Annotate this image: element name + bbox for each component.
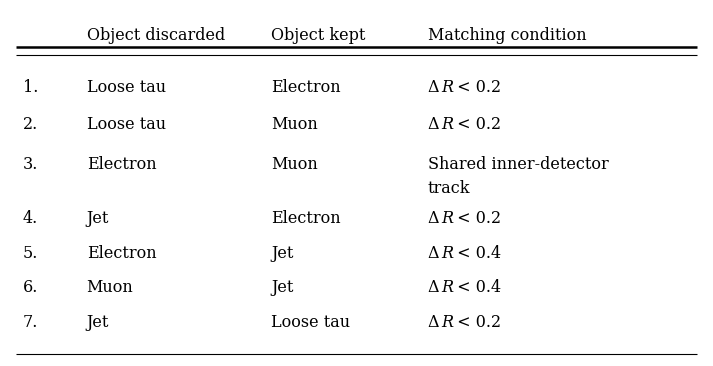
Text: R: R — [441, 314, 453, 331]
Text: Δ: Δ — [428, 245, 439, 262]
Text: Electron: Electron — [271, 210, 341, 227]
Text: Jet: Jet — [86, 314, 109, 331]
Text: < 0.2: < 0.2 — [452, 116, 501, 133]
Text: < 0.2: < 0.2 — [452, 210, 501, 227]
Text: Δ: Δ — [428, 79, 439, 97]
Text: 5.: 5. — [23, 245, 38, 262]
Text: Shared inner-detector: Shared inner-detector — [428, 156, 608, 173]
Text: Jet: Jet — [86, 210, 109, 227]
Text: 3.: 3. — [23, 156, 38, 173]
Text: Δ: Δ — [428, 279, 439, 296]
Text: Jet: Jet — [271, 245, 294, 262]
Text: Loose tau: Loose tau — [271, 314, 350, 331]
Text: Loose tau: Loose tau — [86, 116, 165, 133]
Text: Muon: Muon — [86, 279, 133, 296]
Text: 4.: 4. — [23, 210, 38, 227]
Text: Δ: Δ — [428, 314, 439, 331]
Text: R: R — [441, 279, 453, 296]
Text: Object discarded: Object discarded — [86, 27, 225, 44]
Text: track: track — [428, 180, 470, 198]
Text: Loose tau: Loose tau — [86, 79, 165, 97]
Text: < 0.2: < 0.2 — [452, 79, 501, 97]
Text: R: R — [441, 210, 453, 227]
Text: Muon: Muon — [271, 156, 318, 173]
Text: Electron: Electron — [86, 156, 156, 173]
Text: Matching condition: Matching condition — [428, 27, 586, 44]
Text: Electron: Electron — [86, 245, 156, 262]
Text: Jet: Jet — [271, 279, 294, 296]
Text: 6.: 6. — [23, 279, 38, 296]
Text: Object kept: Object kept — [271, 27, 366, 44]
Text: Δ: Δ — [428, 210, 439, 227]
Text: 1.: 1. — [23, 79, 38, 97]
Text: < 0.2: < 0.2 — [452, 314, 501, 331]
Text: 2.: 2. — [23, 116, 38, 133]
Text: R: R — [441, 245, 453, 262]
Text: < 0.4: < 0.4 — [452, 245, 501, 262]
Text: Muon: Muon — [271, 116, 318, 133]
Text: Δ: Δ — [428, 116, 439, 133]
Text: R: R — [441, 116, 453, 133]
Text: Electron: Electron — [271, 79, 341, 97]
Text: < 0.4: < 0.4 — [452, 279, 501, 296]
Text: 7.: 7. — [23, 314, 38, 331]
Text: R: R — [441, 79, 453, 97]
